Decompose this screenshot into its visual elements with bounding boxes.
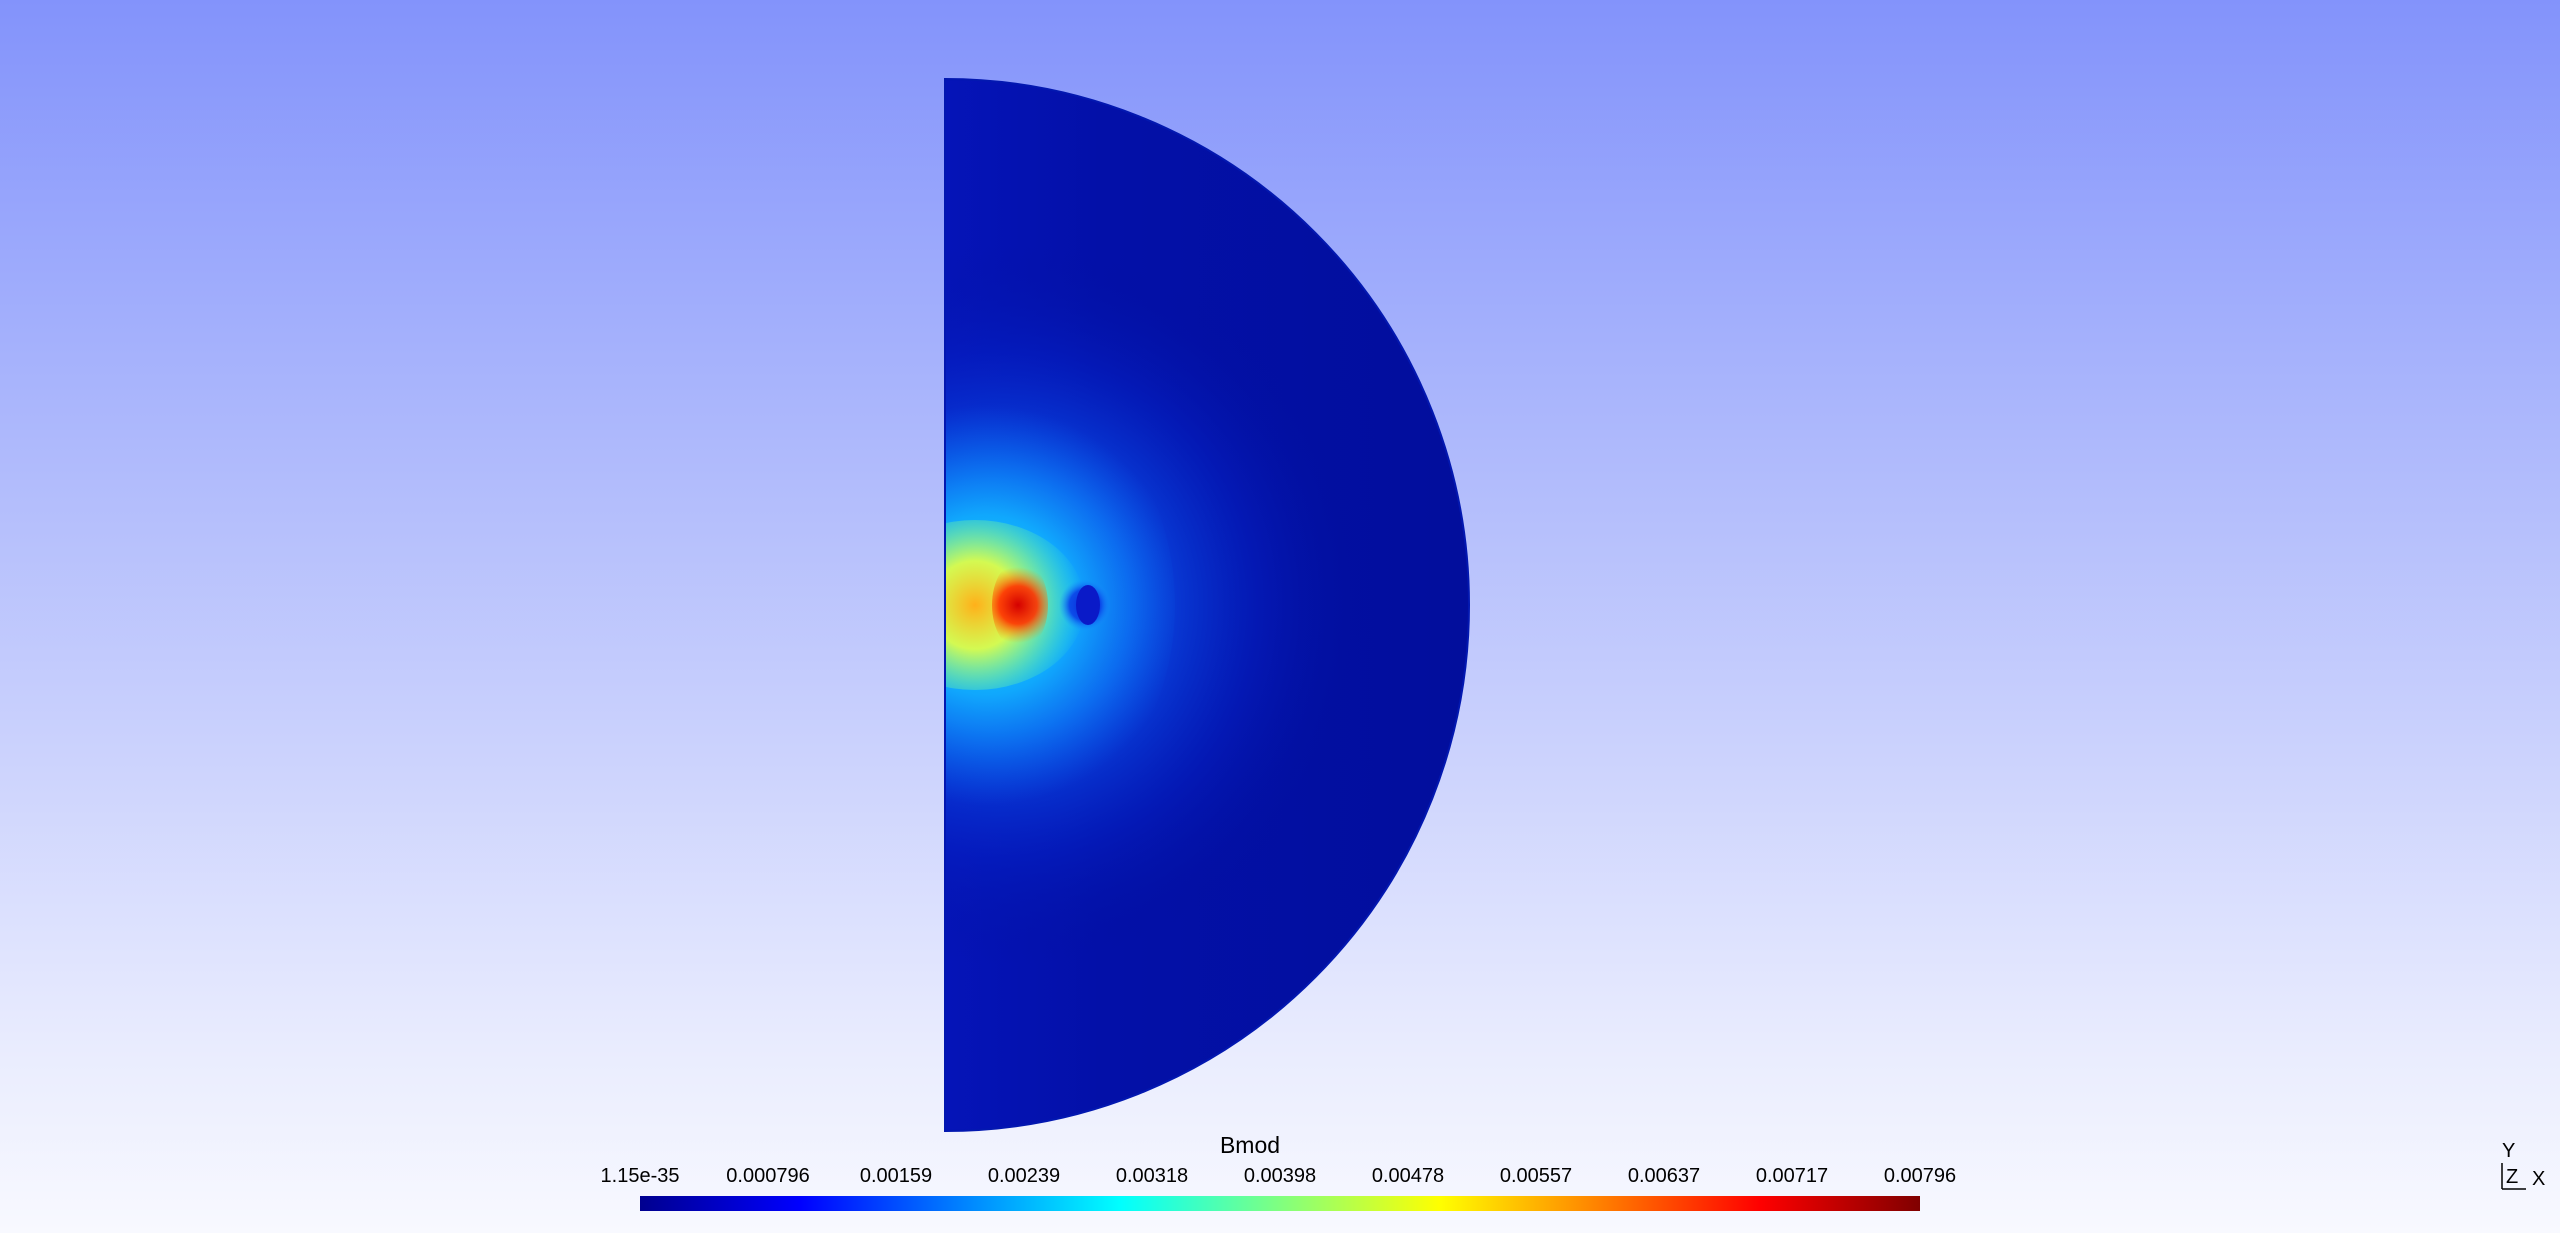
axis-y-label: Y [2502,1140,2516,1162]
field-region-peak [992,560,1048,650]
colorbar-ticks: 1.15e-35 0.000796 0.00159 0.00239 0.00318 0.0… [600,1164,1957,1190]
axis-z-label: Z [2506,1166,2519,1188]
axis-x-label: X [2532,1168,2546,1190]
colorbar-tick-label: 0.00637 [1627,1165,1701,1187]
colorbar-gradient [640,1196,1920,1211]
colorbar-tick-label: 0.00557 [1499,1165,1573,1187]
domain-outline [944,77,1470,1133]
colorbar: Bmod 1.15e-35 0.000796 0.00159 0.00239 0.003… [600,1128,1957,1218]
axes-lines-icon [2501,1163,2526,1190]
colorbar-tick-label: 0.00239 [987,1165,1061,1187]
orientation-axes: Y Z X [2490,1135,2550,1195]
colorbar-tick-label: 0.00796 [1883,1165,1957,1187]
colorbar-tick-label: 0.000796 [726,1165,810,1187]
field-region-high [945,520,1085,690]
coil-center [1076,585,1100,625]
colorbar-tick-label: 1.15e-35 [600,1165,680,1187]
colorbar-tick-label: 0.00318 [1115,1165,1189,1187]
colorbar-title: Bmod [1219,1132,1281,1158]
colorbar-tick-label: 0.00159 [859,1165,933,1187]
colorbar-tick-label: 0.00717 [1755,1165,1829,1187]
colorbar-tick-label: 0.00478 [1371,1165,1445,1187]
bmod-field [945,79,1469,1131]
colorbar-tick-label: 0.00398 [1243,1165,1317,1187]
